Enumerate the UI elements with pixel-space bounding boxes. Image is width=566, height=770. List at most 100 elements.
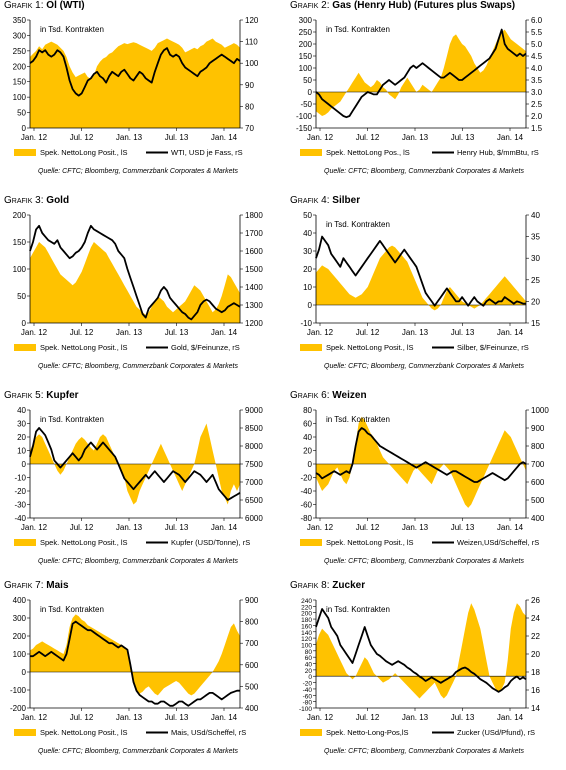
chart-svg: -80 -60 -40 -20 0 20 40 60 80 400 500 600 700 800 900 1…	[300, 406, 549, 547]
left-tick-label: 10	[303, 283, 312, 292]
left-tick-label: 160	[301, 623, 312, 630]
legend-swatch-area	[300, 539, 322, 546]
source-note: Quelle: CFTC; Bloomberg, Commerzbank Cor…	[324, 558, 524, 565]
chart-svg: -100-80-60-40-20020406080100120140160180…	[299, 596, 540, 737]
right-tick-label: 7500	[245, 460, 263, 469]
left-tick-label: -20	[300, 474, 312, 483]
right-tick-label: 800	[531, 442, 545, 451]
right-tick-label: 16	[531, 686, 540, 695]
chart-title-prefix: Grafik 6:	[290, 390, 330, 401]
left-tick-label: -50	[300, 100, 312, 109]
right-tick-label: 70	[245, 124, 254, 133]
left-tick-label: 50	[303, 76, 312, 85]
right-tick-label: 20	[531, 297, 540, 306]
source-note: Quelle: CFTC; Bloomberg, Commerzbank Cor…	[324, 363, 524, 370]
x-tick-label: Jul. 13	[451, 133, 475, 142]
x-tick-label: Jan. 13	[402, 133, 429, 142]
left-tick-label: 20	[303, 265, 312, 274]
x-tick-label: Jul. 12	[70, 133, 94, 142]
left-tick-label: -20	[14, 487, 26, 496]
series-area-netto-long	[316, 603, 526, 699]
left-tick-label: 40	[303, 433, 312, 442]
x-tick-label: Jan. 14	[497, 713, 524, 722]
right-tick-label: 1600	[245, 247, 263, 256]
legend-swatch-area	[300, 149, 322, 156]
left-tick-label: -80	[300, 514, 312, 523]
x-tick-label: Jan. 12	[307, 328, 334, 337]
chart-panel-5: Grafik 5: Kupfer -40 -30 -20 -10 0 10 20 30 40 600…	[0, 390, 276, 580]
unit-label: in Tsd. Kontrakten	[326, 25, 390, 34]
legend-swatch-area	[300, 344, 322, 351]
legend-swatch-area	[14, 149, 36, 156]
chart-title: Grafik 2: Gas (Henry Hub) (Futures plus …	[290, 0, 515, 11]
legend-swatch-area	[300, 729, 322, 736]
chart-title: Grafik 1: Öl (WTI)	[4, 0, 85, 11]
chart-title-text: Mais	[43, 580, 69, 591]
x-tick-label: Jan. 13	[116, 523, 143, 532]
legend-label-line: Henry Hub, $/mmBtu, rS	[457, 148, 539, 157]
left-tick-label: 0	[22, 124, 27, 133]
left-tick-label: 60	[303, 420, 312, 429]
right-tick-label: 2.0	[531, 112, 543, 121]
right-tick-label: 4.0	[531, 64, 543, 73]
left-tick-label: 250	[13, 47, 27, 56]
series-area-netto-long	[316, 29, 526, 117]
chart-title-prefix: Grafik 3:	[4, 195, 44, 206]
left-tick-label: 200	[299, 40, 313, 49]
right-tick-label: 1800	[245, 211, 263, 220]
x-tick-label: Jan. 13	[402, 328, 429, 337]
source-note: Quelle: CFTC; Bloomberg, Commerzbank Cor…	[38, 558, 238, 565]
left-tick-label: -40	[14, 514, 26, 523]
x-tick-label: Jan. 12	[21, 328, 48, 337]
right-tick-label: 1700	[245, 229, 263, 238]
chart-panel-2: Grafik 2: Gas (Henry Hub) (Futures plus …	[286, 0, 562, 190]
right-tick-label: 4.5	[531, 52, 543, 61]
left-tick-label: 40	[305, 662, 313, 669]
chart-title-text: Zucker	[329, 580, 366, 591]
left-tick-label: 180	[301, 617, 312, 624]
left-tick-label: -100	[296, 112, 313, 121]
left-tick-label: 300	[13, 31, 27, 40]
chart-title-prefix: Grafik 4:	[290, 195, 330, 206]
x-tick-label: Jul. 13	[165, 328, 189, 337]
right-tick-label: 120	[245, 16, 259, 25]
left-tick-label: 60	[305, 655, 313, 662]
left-tick-label: -60	[303, 693, 313, 700]
right-tick-label: 5.5	[531, 28, 543, 37]
left-tick-label: 350	[13, 16, 27, 25]
chart-title: Grafik 5: Kupfer	[4, 390, 79, 401]
left-tick-label: 0	[22, 460, 27, 469]
series-line-price	[30, 620, 240, 707]
series-area-netto-long	[316, 416, 526, 508]
legend-label-area: Spek. NettoLong Posit., lS	[40, 728, 128, 737]
right-tick-label: 40	[531, 211, 540, 220]
right-tick-label: 500	[245, 682, 259, 691]
left-tick-label: -100	[299, 706, 312, 713]
series-line-price	[315, 28, 527, 119]
chart-title-prefix: Grafik 1:	[4, 0, 44, 11]
left-tick-label: 20	[17, 433, 26, 442]
chart-panel-7: Grafik 7: Mais -200 -100 0 100 200 300 400 400 50…	[0, 580, 276, 770]
left-tick-label: 120	[301, 636, 312, 643]
left-tick-label: -30	[14, 501, 26, 510]
legend-label-area: Spek. NettoLong Pos., lS	[326, 148, 410, 157]
chart-panel-6: Grafik 6: Weizen -80 -60 -40 -20 0 20 40 60 80 400…	[286, 390, 562, 580]
series-line-price	[29, 427, 241, 501]
x-tick-label: Jan. 12	[307, 133, 334, 142]
left-tick-label: 0	[22, 319, 27, 328]
right-tick-label: 80	[245, 102, 254, 111]
x-tick-label: Jul. 12	[356, 713, 380, 722]
series-area-netto-long	[30, 242, 240, 323]
x-tick-label: Jul. 12	[356, 523, 380, 532]
right-tick-label: 600	[245, 661, 259, 670]
left-tick-label: 50	[17, 109, 26, 118]
chart-title-prefix: Grafik 5:	[4, 390, 44, 401]
left-tick-label: 10	[17, 447, 26, 456]
x-tick-label: Jul. 12	[70, 328, 94, 337]
series-area-netto-long	[316, 245, 526, 311]
right-tick-label: 7000	[245, 478, 263, 487]
left-tick-label: 0	[308, 88, 313, 97]
left-tick-label: 0	[22, 668, 27, 677]
source-note: Quelle: CFTC; Bloomberg, Commerzbank Cor…	[38, 168, 238, 175]
left-tick-label: 150	[13, 238, 27, 247]
